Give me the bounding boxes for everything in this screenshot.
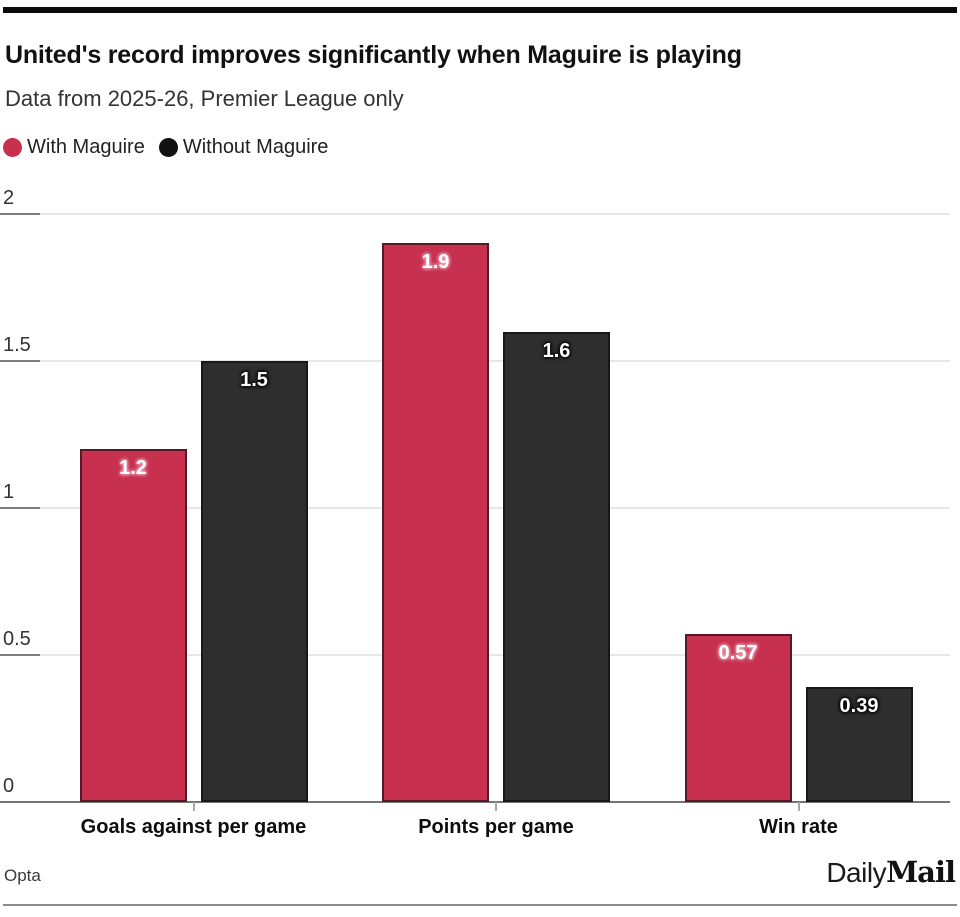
legend-dot-icon bbox=[158, 138, 178, 157]
y-axis-tick bbox=[0, 654, 40, 656]
category-label-1: Points per game bbox=[418, 816, 574, 838]
y-axis-label-2: 2 bbox=[3, 187, 15, 209]
y-axis-label-0.5: 0.5 bbox=[3, 628, 31, 650]
bar-value-label: 1.6 bbox=[542, 339, 571, 362]
y-axis-tick bbox=[0, 507, 40, 509]
x-axis-baseline bbox=[0, 801, 950, 803]
bar-without-maguire-1: 1.6 bbox=[503, 331, 610, 802]
legend: With Maguire Without Maguire bbox=[3, 136, 328, 159]
source-credit: Opta bbox=[4, 866, 41, 885]
legend-item-1: Without Maguire bbox=[158, 136, 329, 159]
chart-title: United's record improves significantly w… bbox=[5, 41, 742, 69]
logo-mail-text: Mail bbox=[886, 855, 956, 889]
x-axis-tick bbox=[192, 802, 195, 811]
bar-value-label: 1.9 bbox=[421, 251, 450, 274]
legend-item-0: With Maguire bbox=[3, 136, 145, 159]
bar-without-maguire-0: 1.5 bbox=[200, 361, 308, 802]
dailymail-logo: Daily Mail bbox=[826, 855, 956, 889]
category-label-2: Win rate bbox=[759, 816, 838, 838]
bar-with-maguire-0: 1.2 bbox=[79, 449, 187, 802]
top-divider bbox=[3, 7, 957, 13]
y-axis-label-1: 1 bbox=[3, 481, 15, 503]
legend-dot-icon bbox=[3, 138, 22, 157]
gridline-y-2 bbox=[0, 213, 950, 215]
x-axis-tick bbox=[797, 802, 800, 811]
bar-value-label: 1.5 bbox=[240, 369, 268, 391]
y-axis-tick bbox=[0, 213, 40, 215]
bar-value-label: 0.57 bbox=[718, 642, 758, 665]
logo-daily-text: Daily bbox=[826, 857, 887, 888]
y-axis-label-1.5: 1.5 bbox=[3, 334, 31, 356]
y-axis-tick bbox=[0, 360, 40, 362]
legend-item-label: With Maguire bbox=[27, 136, 145, 158]
chart-subtitle: Data from 2025-26, Premier League only bbox=[5, 86, 404, 111]
bar-with-maguire-1: 1.9 bbox=[382, 243, 489, 802]
legend-item-label: Without Maguire bbox=[182, 136, 329, 158]
bar-with-maguire-2: 0.57 bbox=[684, 634, 792, 802]
bar-without-maguire-2: 0.39 bbox=[805, 687, 913, 802]
x-axis-tick bbox=[495, 802, 497, 811]
bottom-divider bbox=[3, 904, 957, 906]
category-label-0: Goals against per game bbox=[80, 816, 307, 838]
bar-value-label: 1.2 bbox=[119, 457, 147, 480]
plot-area: 0 0.5 1 1.5 2 1.2 1.5 Goals against per game 1.9… bbox=[0, 188, 950, 838]
bar-value-label: 0.39 bbox=[839, 695, 879, 718]
y-axis-label-0: 0 bbox=[3, 775, 15, 797]
